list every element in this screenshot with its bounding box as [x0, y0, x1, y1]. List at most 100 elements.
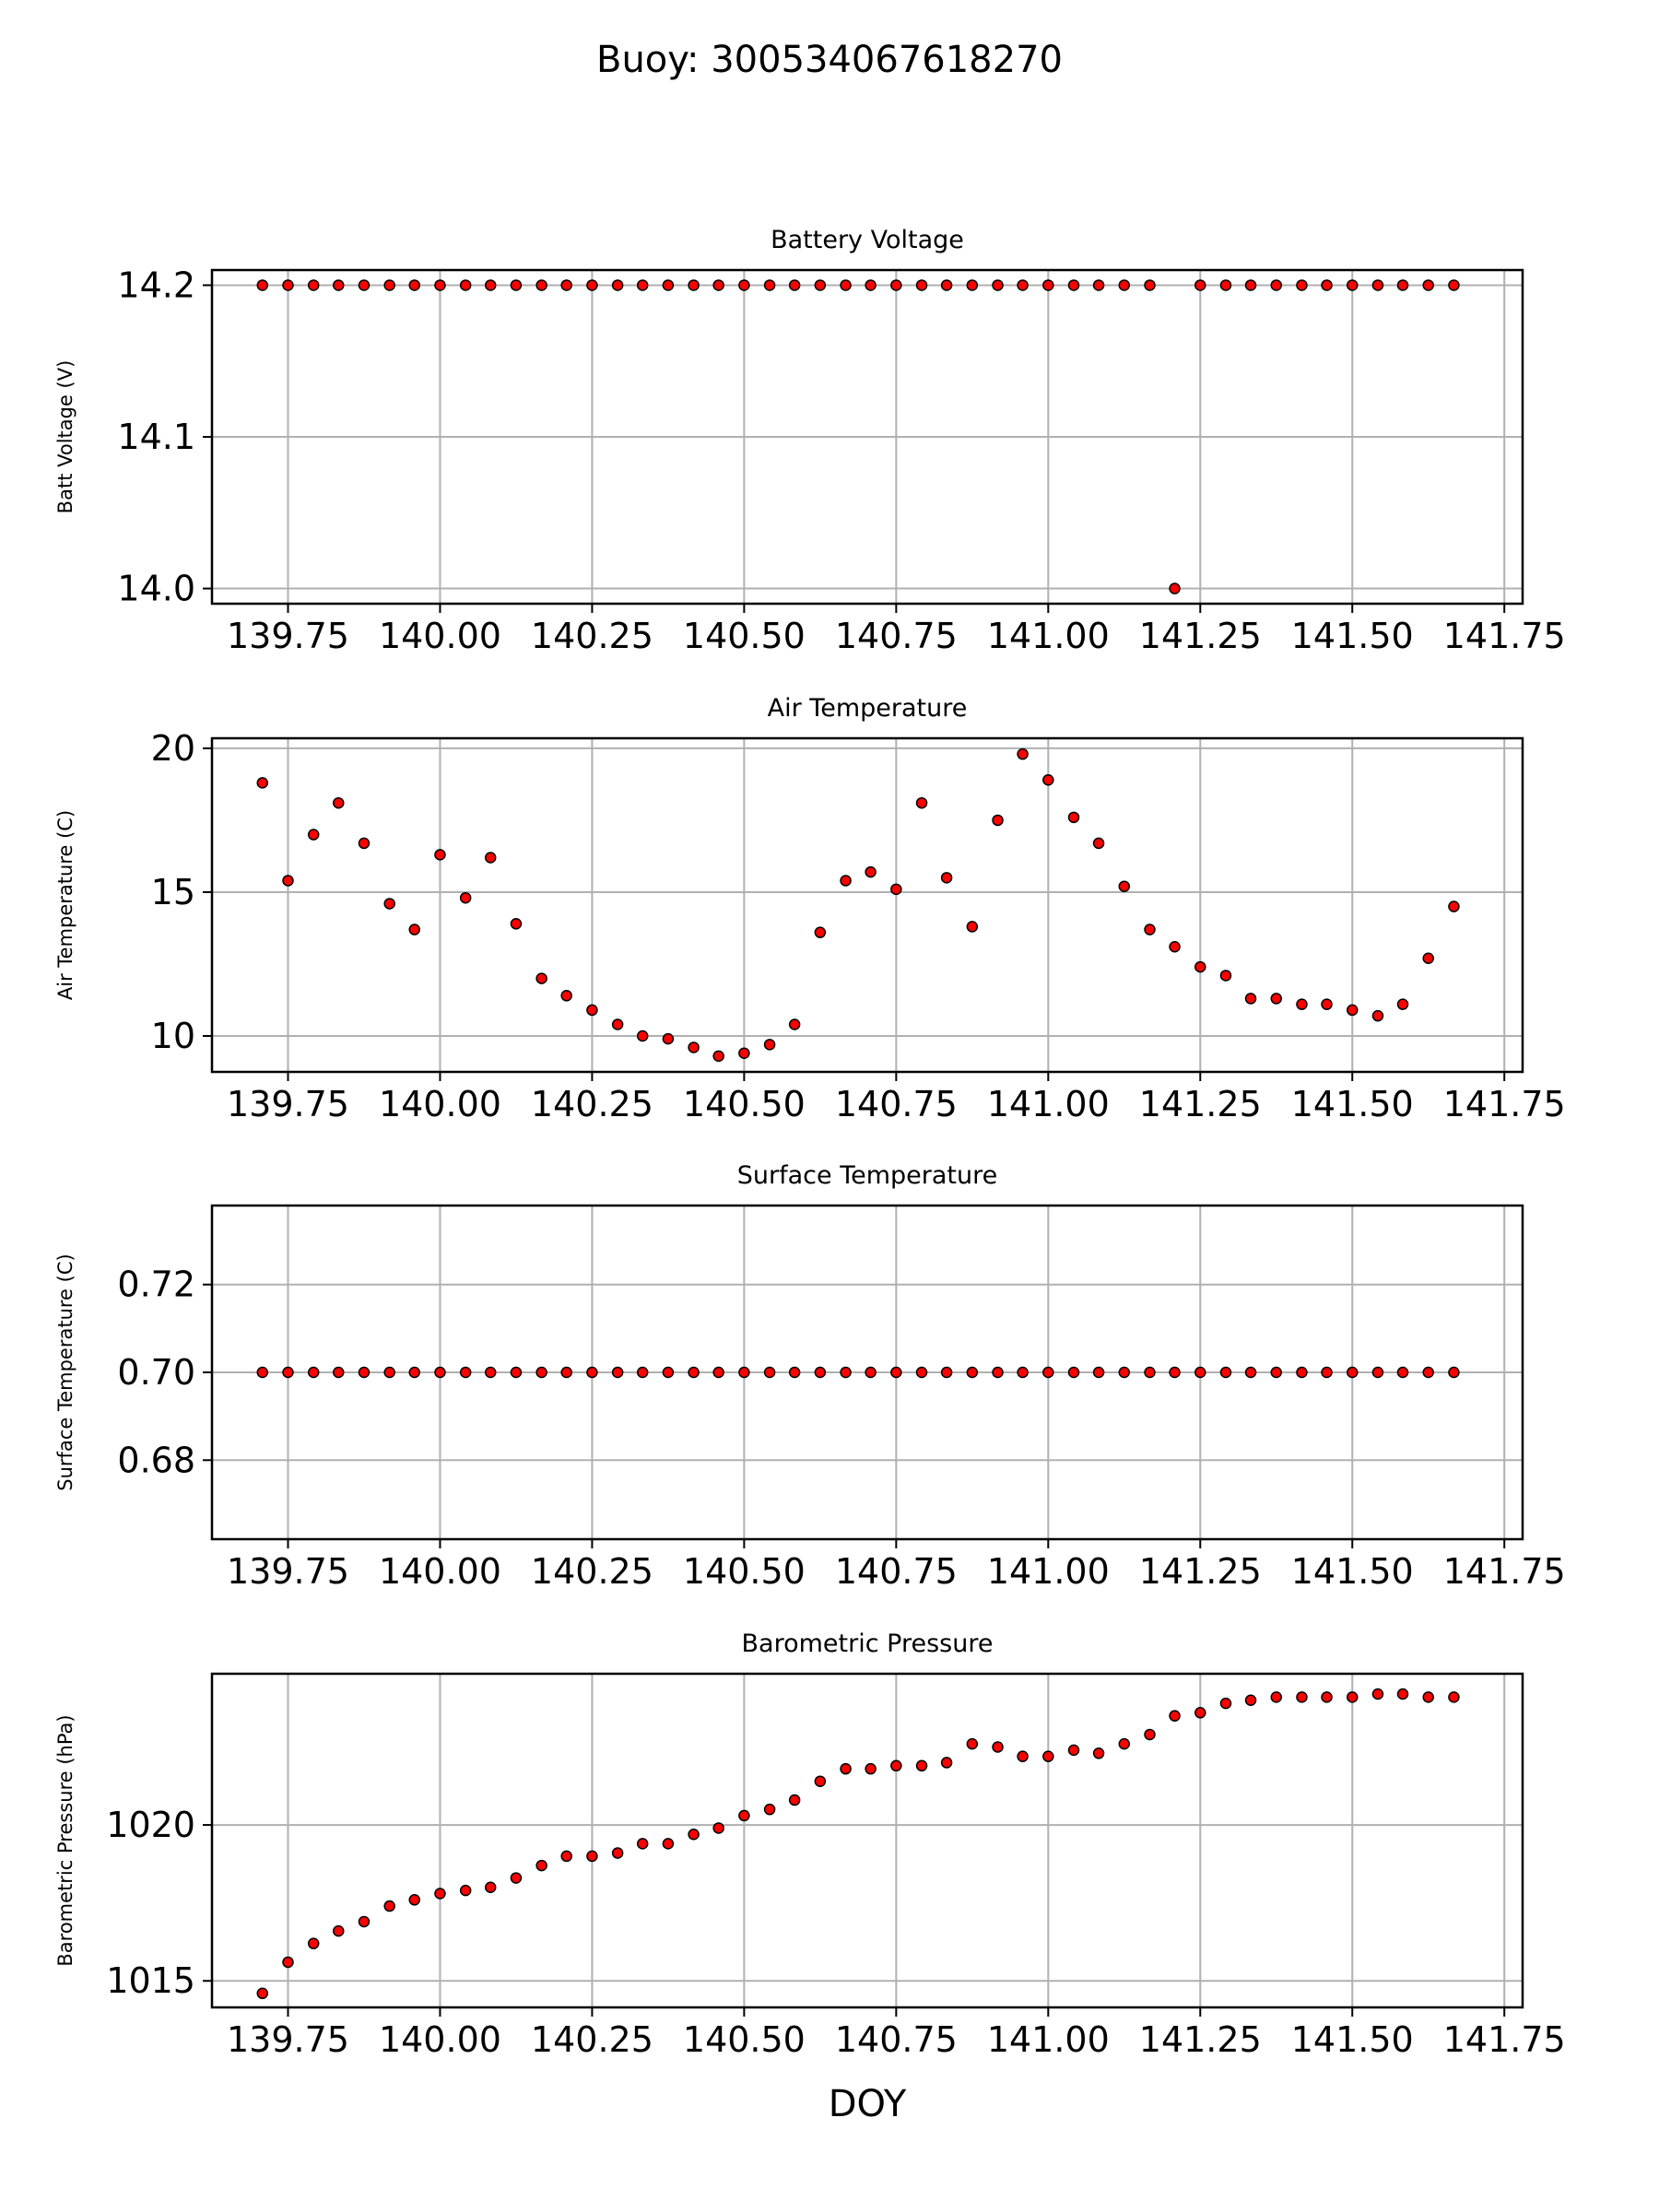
data-point — [484, 279, 497, 291]
data-point — [307, 829, 320, 841]
y-tick-label: 14.2 — [117, 265, 195, 305]
data-point — [1244, 279, 1257, 291]
data-point — [788, 1366, 801, 1379]
x-tick-label: 141.75 — [1443, 616, 1566, 656]
data-point — [865, 865, 877, 878]
x-tick-label: 141.50 — [1291, 1084, 1414, 1124]
data-point — [992, 1741, 1004, 1753]
data-point — [890, 1366, 902, 1379]
data-point — [1422, 1366, 1434, 1379]
data-point — [1244, 1366, 1257, 1379]
data-point — [1118, 880, 1131, 892]
data-point — [1194, 279, 1206, 291]
data-point — [459, 279, 472, 291]
data-point — [1448, 1691, 1460, 1703]
data-point — [484, 852, 497, 864]
data-point — [966, 279, 979, 291]
data-point — [688, 1041, 700, 1053]
data-point — [358, 1366, 371, 1379]
data-point — [1092, 1366, 1105, 1379]
data-point — [738, 1366, 750, 1379]
data-point — [915, 796, 928, 809]
x-tick-label: 141.00 — [987, 1084, 1110, 1124]
data-point — [915, 1366, 928, 1379]
data-point — [1017, 279, 1029, 291]
data-point — [459, 1366, 472, 1379]
x-tick-label: 140.75 — [835, 2019, 958, 2060]
data-point — [586, 1004, 598, 1017]
x-tick-label: 141.00 — [987, 2019, 1110, 2060]
data-point — [1067, 1744, 1080, 1757]
data-point — [1244, 993, 1257, 1005]
x-tick-label: 140.75 — [835, 1551, 958, 1592]
data-point — [611, 1366, 624, 1379]
data-point — [408, 1894, 420, 1906]
x-tick-label: 141.00 — [987, 616, 1110, 656]
data-point — [1042, 774, 1054, 786]
data-point — [1169, 941, 1181, 953]
data-point — [636, 1838, 649, 1850]
data-point — [1270, 1366, 1283, 1379]
x-axis-label: DOY — [829, 2083, 907, 2125]
data-point — [814, 926, 827, 938]
data-point — [840, 1366, 852, 1379]
data-point — [256, 279, 269, 291]
data-point — [1092, 1747, 1105, 1759]
x-tick-label: 141.00 — [987, 1551, 1110, 1592]
data-point — [358, 1915, 371, 1928]
data-point — [408, 924, 420, 935]
data-point — [788, 1018, 801, 1030]
x-tick-label: 141.25 — [1139, 616, 1262, 656]
data-point — [840, 1762, 852, 1775]
x-tick-label: 141.50 — [1291, 2019, 1414, 2060]
x-tick-label: 141.50 — [1291, 1551, 1414, 1592]
y-axis-label: Barometric Pressure (hPa) — [54, 1714, 76, 1966]
data-point — [814, 1366, 827, 1379]
x-tick-label: 140.50 — [683, 1084, 806, 1124]
data-point — [459, 1884, 472, 1897]
y-axis-label: Air Temperature (C) — [54, 810, 76, 1000]
data-point — [282, 875, 294, 887]
data-point — [434, 279, 446, 291]
x-tick-label: 139.75 — [227, 616, 349, 656]
data-point — [1219, 279, 1232, 291]
data-point — [788, 279, 801, 291]
data-point — [1270, 993, 1283, 1005]
data-point — [560, 279, 572, 291]
data-point — [333, 1924, 345, 1937]
data-point — [383, 279, 395, 291]
y-tick-label: 0.68 — [117, 1440, 195, 1480]
x-tick-label: 140.50 — [683, 1551, 806, 1592]
data-point — [1396, 1688, 1409, 1700]
data-point — [814, 1775, 827, 1787]
data-point — [1371, 279, 1384, 291]
data-point — [1067, 1366, 1080, 1379]
data-point — [510, 1366, 523, 1379]
data-point — [333, 1366, 345, 1379]
x-tick-label: 139.75 — [227, 1551, 349, 1592]
data-point — [1448, 1366, 1460, 1379]
y-tick-label: 20 — [151, 728, 195, 769]
data-point — [256, 1366, 269, 1379]
data-point — [358, 279, 371, 291]
data-point — [1144, 1366, 1156, 1379]
data-point — [1422, 952, 1434, 964]
data-point — [738, 279, 750, 291]
y-tick-label: 14.1 — [117, 417, 195, 457]
y-tick-label: 15 — [151, 872, 195, 912]
data-point — [1118, 279, 1131, 291]
x-tick-label: 141.75 — [1443, 1551, 1566, 1592]
data-point — [611, 1018, 624, 1030]
data-point — [865, 1366, 877, 1379]
data-point — [865, 1762, 877, 1775]
data-point — [560, 990, 572, 1002]
data-point — [586, 1850, 598, 1863]
data-point — [1346, 1691, 1359, 1703]
data-point — [256, 777, 269, 789]
data-point — [383, 1366, 395, 1379]
x-tick-label: 141.75 — [1443, 2019, 1566, 2060]
x-tick-label: 140.50 — [683, 2019, 806, 2060]
data-point — [940, 1757, 953, 1769]
